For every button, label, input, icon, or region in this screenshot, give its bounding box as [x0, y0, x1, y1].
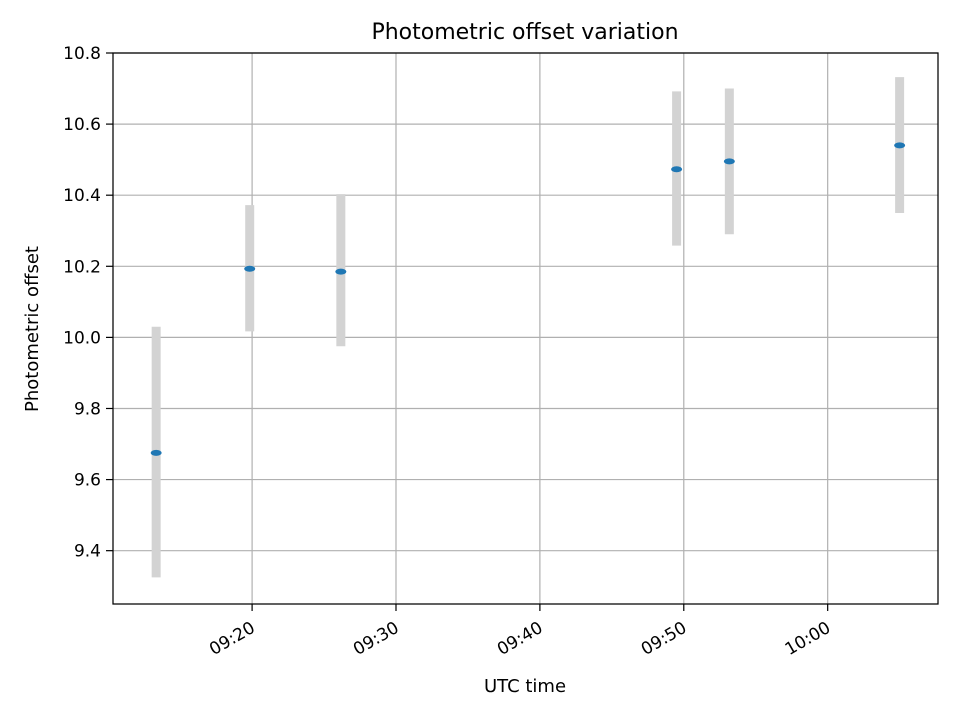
y-tick-label: 10.6 [63, 115, 101, 135]
data-point [244, 265, 256, 272]
grid-layer [113, 52, 938, 604]
data-point [335, 268, 347, 275]
data-point [723, 158, 735, 165]
x-tick-label: 09:20 [206, 618, 258, 660]
x-tick-label: 09:30 [350, 618, 402, 660]
errorbar-layer [151, 77, 905, 578]
y-tick-label: 10.0 [63, 328, 101, 348]
y-tick-label: 9.6 [74, 471, 101, 491]
data-point [894, 142, 906, 149]
y-tick-label: 10.8 [63, 44, 101, 64]
data-point [150, 449, 162, 456]
tick-layer: 9.4 9.6 9.8 10.0 10.2 10.4 10.6 10.8 09:20 09:30 0… [63, 44, 834, 660]
chart-title: Photometric offset variation [371, 20, 678, 45]
y-tick-label: 9.4 [74, 542, 101, 562]
data-point [671, 166, 683, 173]
y-tick-label: 9.8 [74, 399, 101, 419]
x-tick-label: 09:40 [494, 618, 546, 660]
x-tick-label: 09:50 [638, 618, 690, 660]
y-axis-label: Photometric offset [22, 246, 43, 412]
y-tick-label: 10.2 [63, 257, 101, 277]
x-axis-label: UTC time [484, 676, 566, 697]
x-tick-label: 10:00 [782, 618, 834, 660]
point-layer [150, 142, 906, 456]
plot-frame [112, 52, 939, 605]
y-tick-label: 10.4 [63, 186, 101, 206]
